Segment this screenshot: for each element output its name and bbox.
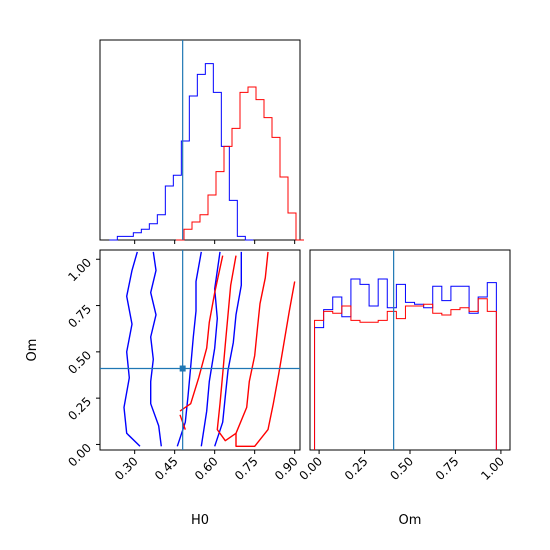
om-histogram-xlabel: Om <box>399 513 422 528</box>
h0-histogram-content <box>109 40 304 244</box>
contour-blue-line <box>176 251 202 447</box>
contour-red-line <box>216 251 269 442</box>
contour-blue-line <box>214 251 242 447</box>
h0-histogram-panel <box>99 39 304 244</box>
contour-red-line <box>235 281 296 447</box>
contour-blue-line <box>150 251 162 447</box>
contour-blue-line <box>200 251 221 447</box>
contour-red-line <box>179 255 224 412</box>
h0-histogram-red-step <box>176 86 304 241</box>
h0-histogram-blue-step <box>109 63 254 241</box>
contour-blue-line <box>123 251 141 447</box>
om-histogram-red-step <box>314 298 497 450</box>
contour-xlabel: H0 <box>191 513 209 528</box>
contour-truth-marker <box>179 365 186 372</box>
contour-frame <box>99 249 301 451</box>
contour-ylabel: Om <box>25 339 40 362</box>
contour-lines-group <box>123 251 296 447</box>
h0-histogram-frame <box>99 39 301 241</box>
